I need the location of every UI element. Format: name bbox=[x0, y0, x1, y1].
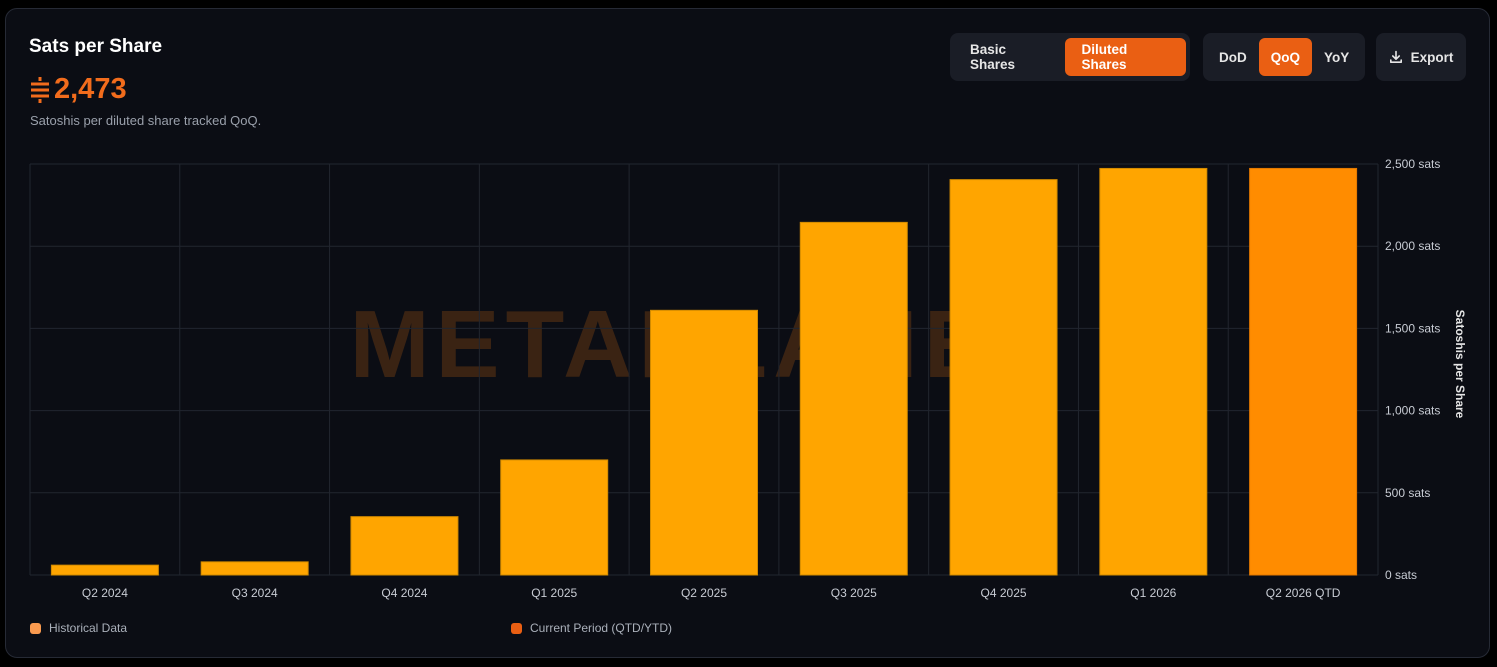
legend-historical: Historical Data bbox=[30, 621, 127, 635]
chart-card: Sats per Share 2,473 Satoshis per dilute… bbox=[5, 8, 1490, 658]
page-subtitle: Satoshis per diluted share tracked QoQ. bbox=[30, 113, 262, 128]
bar-q4-2024 bbox=[350, 516, 459, 576]
y-tick-label: 1,500 sats bbox=[1385, 321, 1440, 335]
x-tick-label: Q4 2024 bbox=[381, 586, 427, 600]
legend-historical-label: Historical Data bbox=[49, 621, 128, 635]
legend-current-swatch bbox=[511, 622, 522, 634]
dod-button[interactable]: DoD bbox=[1219, 49, 1247, 65]
x-tick-label: Q2 2026 QTD bbox=[1266, 586, 1341, 600]
bar-q2-2026-qtd bbox=[1249, 167, 1358, 576]
export-label: Export bbox=[1410, 49, 1454, 65]
export-button[interactable]: Export bbox=[1376, 33, 1466, 81]
y-axis-title: Satoshis per Share bbox=[1453, 310, 1467, 419]
yoy-button[interactable]: YoY bbox=[1324, 49, 1350, 65]
bar-q1-2026 bbox=[1099, 167, 1208, 576]
x-tick-label: Q4 2025 bbox=[981, 586, 1027, 600]
y-tick-label: 0 sats bbox=[1385, 568, 1417, 582]
y-tick-label: 2,500 sats bbox=[1385, 157, 1440, 171]
y-tick-label: 1,000 sats bbox=[1385, 404, 1440, 418]
bar-q2-2025 bbox=[650, 309, 758, 576]
legend-current: Current Period (QTD/YTD) bbox=[511, 621, 672, 635]
bar-q2-2024 bbox=[50, 564, 159, 576]
y-tick-label: 500 sats bbox=[1385, 486, 1430, 500]
bar-q3-2025 bbox=[799, 221, 908, 576]
x-tick-label: Q2 2024 bbox=[82, 586, 128, 600]
bar-q1-2025 bbox=[500, 459, 609, 576]
satoshi-icon bbox=[29, 75, 51, 105]
x-tick-label: Q1 2026 bbox=[1130, 586, 1176, 600]
y-tick-label: 2,000 sats bbox=[1385, 239, 1440, 253]
legend-historical-swatch bbox=[30, 622, 41, 634]
qoq-button[interactable]: QoQ bbox=[1258, 38, 1312, 76]
basic-shares-button[interactable]: Basic Shares bbox=[970, 42, 1016, 72]
headline-metric: 2,473 bbox=[29, 73, 127, 106]
download-icon bbox=[1389, 50, 1403, 64]
diluted-shares-button[interactable]: Diluted Shares bbox=[1065, 38, 1186, 76]
x-tick-label: Q3 2025 bbox=[831, 586, 877, 600]
page-title: Sats per Share bbox=[29, 36, 163, 57]
headline-value: 2,473 bbox=[54, 73, 127, 105]
bar-q4-2025 bbox=[949, 179, 1058, 576]
share-type-toggle: Basic Shares Diluted Shares bbox=[950, 33, 1190, 81]
x-tick-label: Q2 2025 bbox=[681, 586, 727, 600]
period-toggle: DoD QoQ YoY bbox=[1203, 33, 1365, 81]
bar-q3-2024 bbox=[200, 561, 309, 576]
x-tick-label: Q1 2025 bbox=[531, 586, 577, 600]
legend-current-label: Current Period (QTD/YTD) bbox=[530, 621, 673, 635]
x-tick-label: Q3 2024 bbox=[232, 586, 278, 600]
